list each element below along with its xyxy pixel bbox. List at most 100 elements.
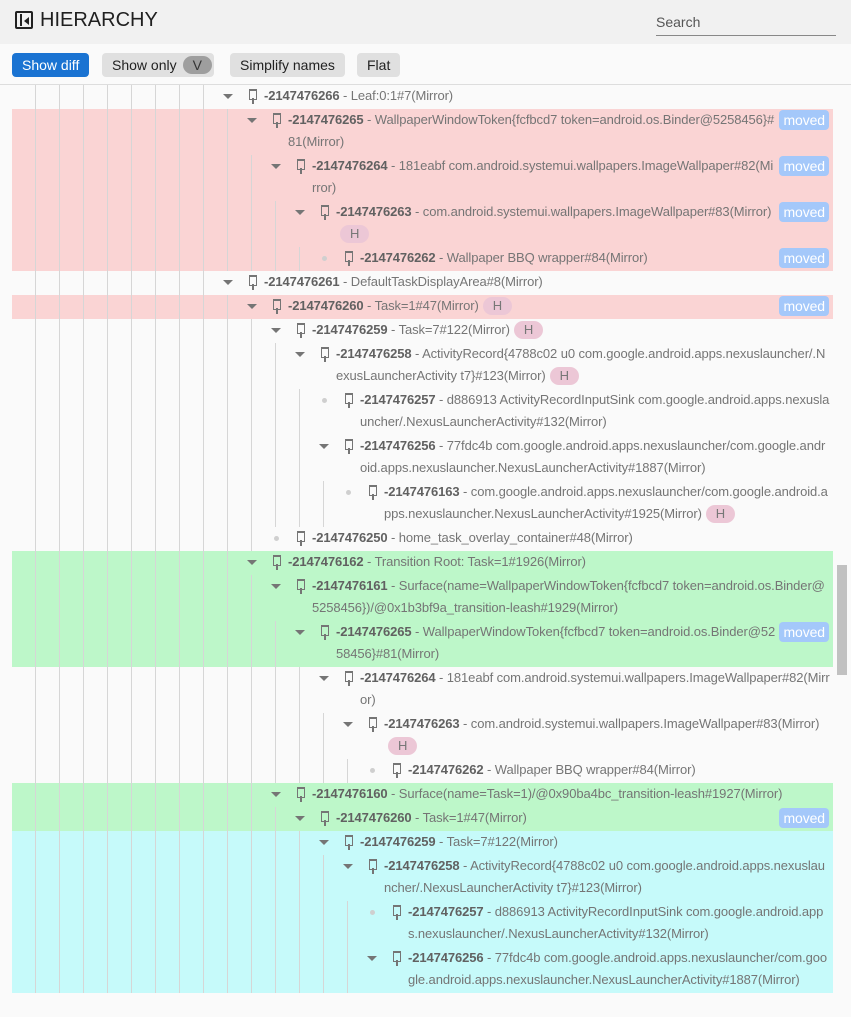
- search-input[interactable]: [656, 8, 836, 36]
- node-name: Surface(name=Task=1)/@0x90ba4bc_transiti…: [398, 786, 783, 801]
- indent-guide: [179, 295, 180, 319]
- pin-icon[interactable]: [320, 204, 330, 220]
- pin-icon[interactable]: [248, 274, 258, 290]
- panel-collapse-icon[interactable]: [15, 11, 33, 29]
- tree-node[interactable]: -2147476262 - Wallpaper BBQ wrapper#84(M…: [0, 759, 835, 783]
- indent-guide: [59, 271, 60, 295]
- indent-guide: [107, 667, 108, 713]
- expand-arrow-icon[interactable]: [247, 304, 257, 309]
- tree-node[interactable]: -2147476259 - Task=7#122(Mirror): [0, 831, 835, 855]
- pin-icon[interactable]: [296, 158, 306, 174]
- tree-node[interactable]: -2147476262 - Wallpaper BBQ wrapper#84(M…: [0, 247, 835, 271]
- pin-icon[interactable]: [320, 624, 330, 640]
- expand-arrow-icon[interactable]: [271, 792, 281, 797]
- pin-icon[interactable]: [344, 438, 354, 454]
- pin-icon[interactable]: [320, 346, 330, 362]
- indent-guide: [179, 901, 180, 947]
- hidden-badge: H: [340, 225, 370, 243]
- indent-guide: [179, 435, 180, 481]
- moved-badge: moved: [779, 156, 829, 176]
- expand-arrow-icon[interactable]: [295, 352, 305, 357]
- pin-icon[interactable]: [392, 904, 402, 920]
- flat-button[interactable]: Flat: [357, 53, 401, 77]
- tree-node[interactable]: -2147476162 - Transition Root: Task=1#19…: [0, 551, 835, 575]
- expand-arrow-icon[interactable]: [343, 722, 353, 727]
- indent-guide: [35, 527, 36, 551]
- tree-node[interactable]: -2147476266 - Leaf:0:1#7(Mirror): [0, 85, 835, 109]
- pin-icon[interactable]: [320, 810, 330, 826]
- expand-arrow-icon[interactable]: [271, 164, 281, 169]
- tree-node[interactable]: -2147476256 - 77fdc4b com.google.android…: [0, 947, 835, 993]
- tree-node[interactable]: -2147476263 - com.android.systemui.wallp…: [0, 201, 835, 247]
- pin-icon[interactable]: [344, 392, 354, 408]
- pin-icon[interactable]: [368, 716, 378, 732]
- expand-arrow-icon[interactable]: [247, 118, 257, 123]
- pin-icon[interactable]: [344, 670, 354, 686]
- indent-guide: [83, 807, 84, 831]
- tree-node[interactable]: -2147476257 - d886913 ActivityRecordInpu…: [0, 389, 835, 435]
- expand-arrow-icon[interactable]: [319, 840, 329, 845]
- hidden-badge: H: [513, 321, 544, 339]
- expand-arrow-icon[interactable]: [247, 560, 257, 565]
- pin-icon[interactable]: [272, 112, 282, 128]
- expand-arrow-icon[interactable]: [295, 630, 305, 635]
- expand-arrow-icon[interactable]: [271, 328, 281, 333]
- indent-guide: [35, 621, 36, 667]
- tree-node[interactable]: -2147476263 - com.android.systemui.wallp…: [0, 713, 835, 759]
- indent-guide: [59, 85, 60, 109]
- indent-guide: [203, 831, 204, 855]
- pin-icon[interactable]: [296, 530, 306, 546]
- indent-guide: [83, 831, 84, 855]
- expand-arrow-icon[interactable]: [223, 94, 233, 99]
- expand-arrow-icon[interactable]: [343, 864, 353, 869]
- tree-node[interactable]: -2147476257 - d886913 ActivityRecordInpu…: [0, 901, 835, 947]
- indent-guide: [35, 759, 36, 783]
- expand-arrow-icon[interactable]: [223, 280, 233, 285]
- simplify-names-button[interactable]: Simplify names: [230, 53, 345, 77]
- tree-node[interactable]: -2147476261 - DefaultTaskDisplayArea#8(M…: [0, 271, 835, 295]
- tree-node[interactable]: -2147476258 - ActivityRecord{4788c02 u0 …: [0, 855, 835, 901]
- pin-icon[interactable]: [296, 322, 306, 338]
- indent-guide: [155, 855, 156, 901]
- pin-icon[interactable]: [296, 786, 306, 802]
- pin-icon[interactable]: [368, 484, 378, 500]
- tree-node[interactable]: -2147476259 - Task=7#122(Mirror) H: [0, 319, 835, 343]
- tree-node[interactable]: -2147476260 - Task=1#47(Mirror) moved: [0, 807, 835, 831]
- tree-node[interactable]: -2147476256 - 77fdc4b com.google.android…: [0, 435, 835, 481]
- pin-icon[interactable]: [392, 950, 402, 966]
- scrollbar-thumb[interactable]: [837, 565, 847, 675]
- expand-arrow-icon[interactable]: [295, 210, 305, 215]
- expand-arrow-icon[interactable]: [319, 444, 329, 449]
- tree-node[interactable]: -2147476250 - home_task_overlay_containe…: [0, 527, 835, 551]
- expand-arrow-icon[interactable]: [319, 676, 329, 681]
- expand-arrow-icon[interactable]: [295, 816, 305, 821]
- node-label: -2147476256 - 77fdc4b com.google.android…: [360, 438, 826, 475]
- indent-guide: [107, 295, 108, 319]
- pin-icon[interactable]: [272, 554, 282, 570]
- tree-node[interactable]: -2147476265 - WallpaperWindowToken{fcfbc…: [0, 621, 835, 667]
- tree-node[interactable]: -2147476160 - Surface(name=Task=1)/@0x90…: [0, 783, 835, 807]
- pin-icon[interactable]: [272, 298, 282, 314]
- indent-guide: [131, 527, 132, 551]
- tree-node[interactable]: -2147476161 - Surface(name=WallpaperWind…: [0, 575, 835, 621]
- show-only-button[interactable]: Show only V: [102, 53, 214, 77]
- moved-badge: moved: [779, 808, 829, 828]
- pin-icon[interactable]: [296, 578, 306, 594]
- tree-node[interactable]: -2147476264 - 181eabf com.android.system…: [0, 667, 835, 713]
- pin-icon[interactable]: [392, 762, 402, 778]
- indent-guide: [179, 551, 180, 575]
- tree-node[interactable]: -2147476265 - WallpaperWindowToken{fcfbc…: [0, 109, 835, 155]
- node-id: -2147476263: [336, 204, 412, 219]
- pin-icon[interactable]: [368, 858, 378, 874]
- expand-arrow-icon[interactable]: [367, 956, 377, 961]
- pin-icon[interactable]: [344, 834, 354, 850]
- scrollbar[interactable]: [835, 85, 851, 1017]
- tree-node[interactable]: -2147476163 - com.google.android.apps.ne…: [0, 481, 835, 527]
- tree-node[interactable]: -2147476258 - ActivityRecord{4788c02 u0 …: [0, 343, 835, 389]
- expand-arrow-icon[interactable]: [271, 584, 281, 589]
- tree-node[interactable]: -2147476264 - 181eabf com.android.system…: [0, 155, 835, 201]
- pin-icon[interactable]: [248, 88, 258, 104]
- show-diff-button[interactable]: Show diff: [12, 53, 90, 77]
- pin-icon[interactable]: [344, 250, 354, 266]
